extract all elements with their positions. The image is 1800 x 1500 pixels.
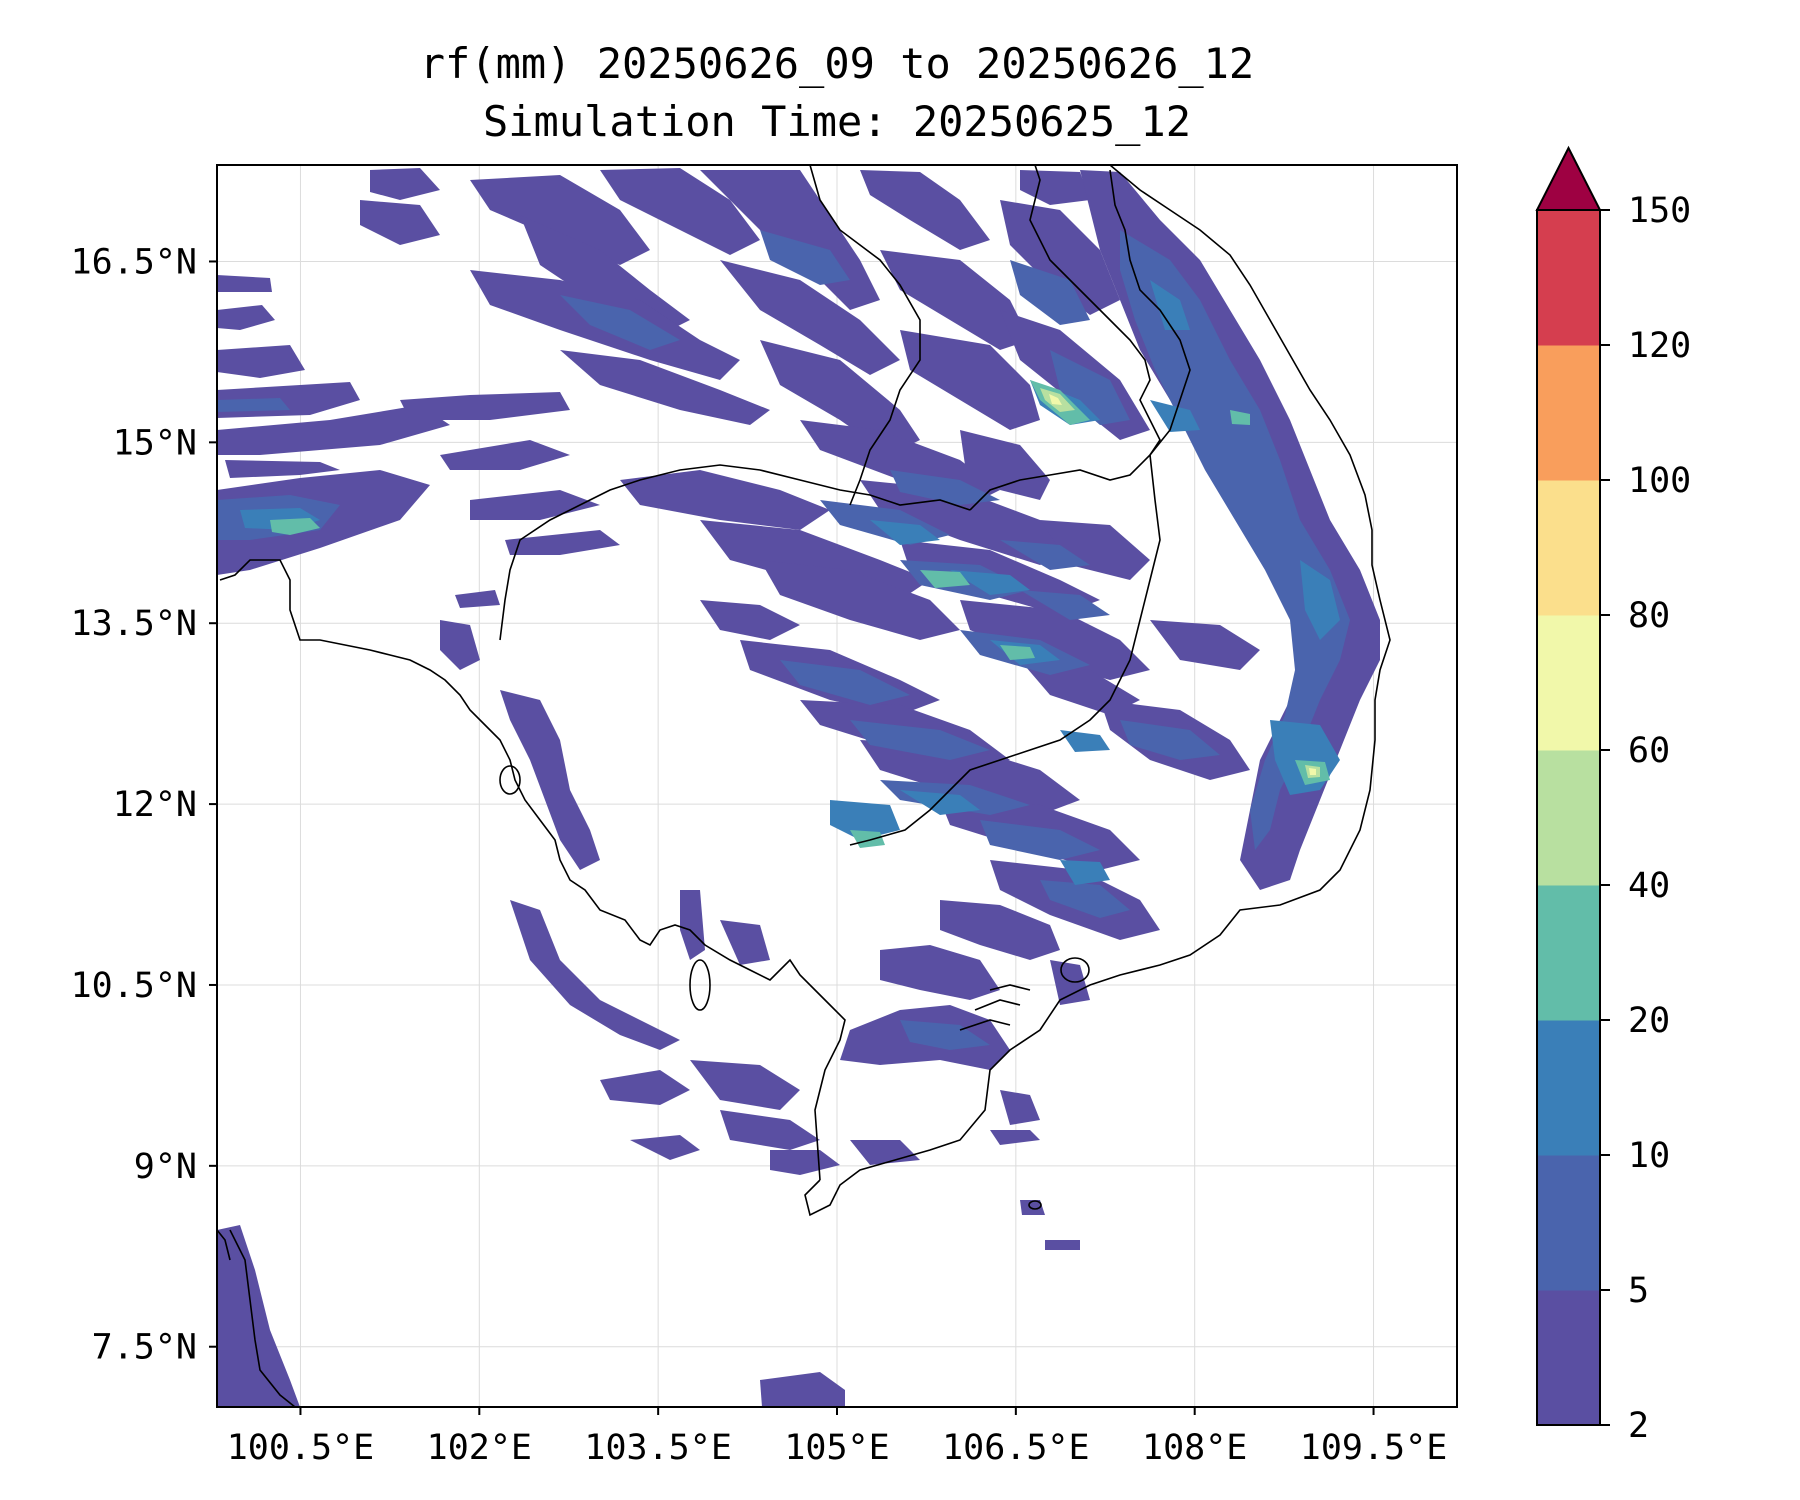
laos-vietnam-border [1109, 169, 1191, 456]
colorbar-segment [1537, 345, 1600, 481]
colorbar-segment [1537, 1290, 1600, 1426]
coastlines-borders [217, 165, 1391, 1407]
colorbar-extend-arrow [1535, 145, 1602, 211]
title-line-1: rf(mm) 20250626_09 to 20250626_12 [420, 39, 1254, 88]
x-axis-ticks: 100.5°E 102°E 103.5°E 105°E 106.5°E 108°E 109.… [227, 1407, 1448, 1468]
map-panel [217, 165, 1457, 1407]
y-axis-ticks: 16.5°N 15°N 13.5°N 12°N 10.5°N 9°N 7.5°N [71, 242, 217, 1368]
colorbar-label: 20 [1628, 1001, 1670, 1041]
x-tick-label: 102°E [427, 1428, 532, 1468]
x-tick-label: 109.5°E [1300, 1428, 1448, 1468]
thai-laos-border [809, 165, 921, 506]
colorbar-segment [1537, 480, 1600, 616]
rainfall-contours [217, 168, 1380, 1407]
title-line-2: Simulation Time: 20250625_12 [483, 97, 1191, 146]
colorbar-label: 5 [1628, 1271, 1649, 1311]
y-tick-label: 15°N [113, 423, 197, 463]
y-tick-label: 10.5°N [71, 966, 197, 1006]
colorbar-segment [1537, 615, 1600, 751]
cambodia-vietnam-border [849, 454, 1161, 846]
colorbar-label: 60 [1628, 731, 1670, 771]
y-tick-label: 9°N [134, 1147, 197, 1187]
colorbar-frame [1536, 209, 1601, 1426]
y-tick-label: 7.5°N [92, 1328, 197, 1368]
colorbar-label: 100 [1628, 461, 1691, 501]
x-tick-label: 103.5°E [584, 1428, 732, 1468]
colorbar: 2 5 10 20 40 60 80 100 120 150 [1535, 145, 1691, 1446]
colorbar-label: 80 [1628, 596, 1670, 636]
vietnam-coastline [804, 165, 1391, 1217]
rain-band-60-80 [1049, 394, 1316, 775]
x-tick-label: 105°E [784, 1428, 889, 1468]
x-tick-label: 108°E [1142, 1428, 1247, 1468]
colorbar-label: 10 [1628, 1136, 1670, 1176]
laos-border [969, 165, 1161, 511]
colorbar-label: 120 [1628, 326, 1691, 366]
rain-band-10-20 [240, 280, 1340, 885]
colorbar-segment [1537, 1155, 1600, 1291]
colorbar-segment [1537, 750, 1600, 886]
colorbar-label: 40 [1628, 866, 1670, 906]
rain-band-5-10 [217, 230, 1350, 1050]
colorbar-segment [1537, 1020, 1600, 1156]
y-tick-label: 13.5°N [71, 604, 197, 644]
thai-cambodia-border [499, 464, 971, 641]
colorbar-segment [1537, 210, 1600, 346]
gulf-coastline [219, 559, 846, 1181]
x-tick-label: 100.5°E [227, 1428, 375, 1468]
colorbar-label: 2 [1628, 1406, 1649, 1446]
colorbar-label: 150 [1628, 191, 1691, 231]
x-tick-label: 106.5°E [942, 1428, 1090, 1468]
malay-coastline [229, 1229, 296, 1407]
colorbar-segment [1537, 885, 1600, 1021]
y-tick-label: 16.5°N [71, 242, 197, 282]
y-tick-label: 12°N [113, 785, 197, 825]
